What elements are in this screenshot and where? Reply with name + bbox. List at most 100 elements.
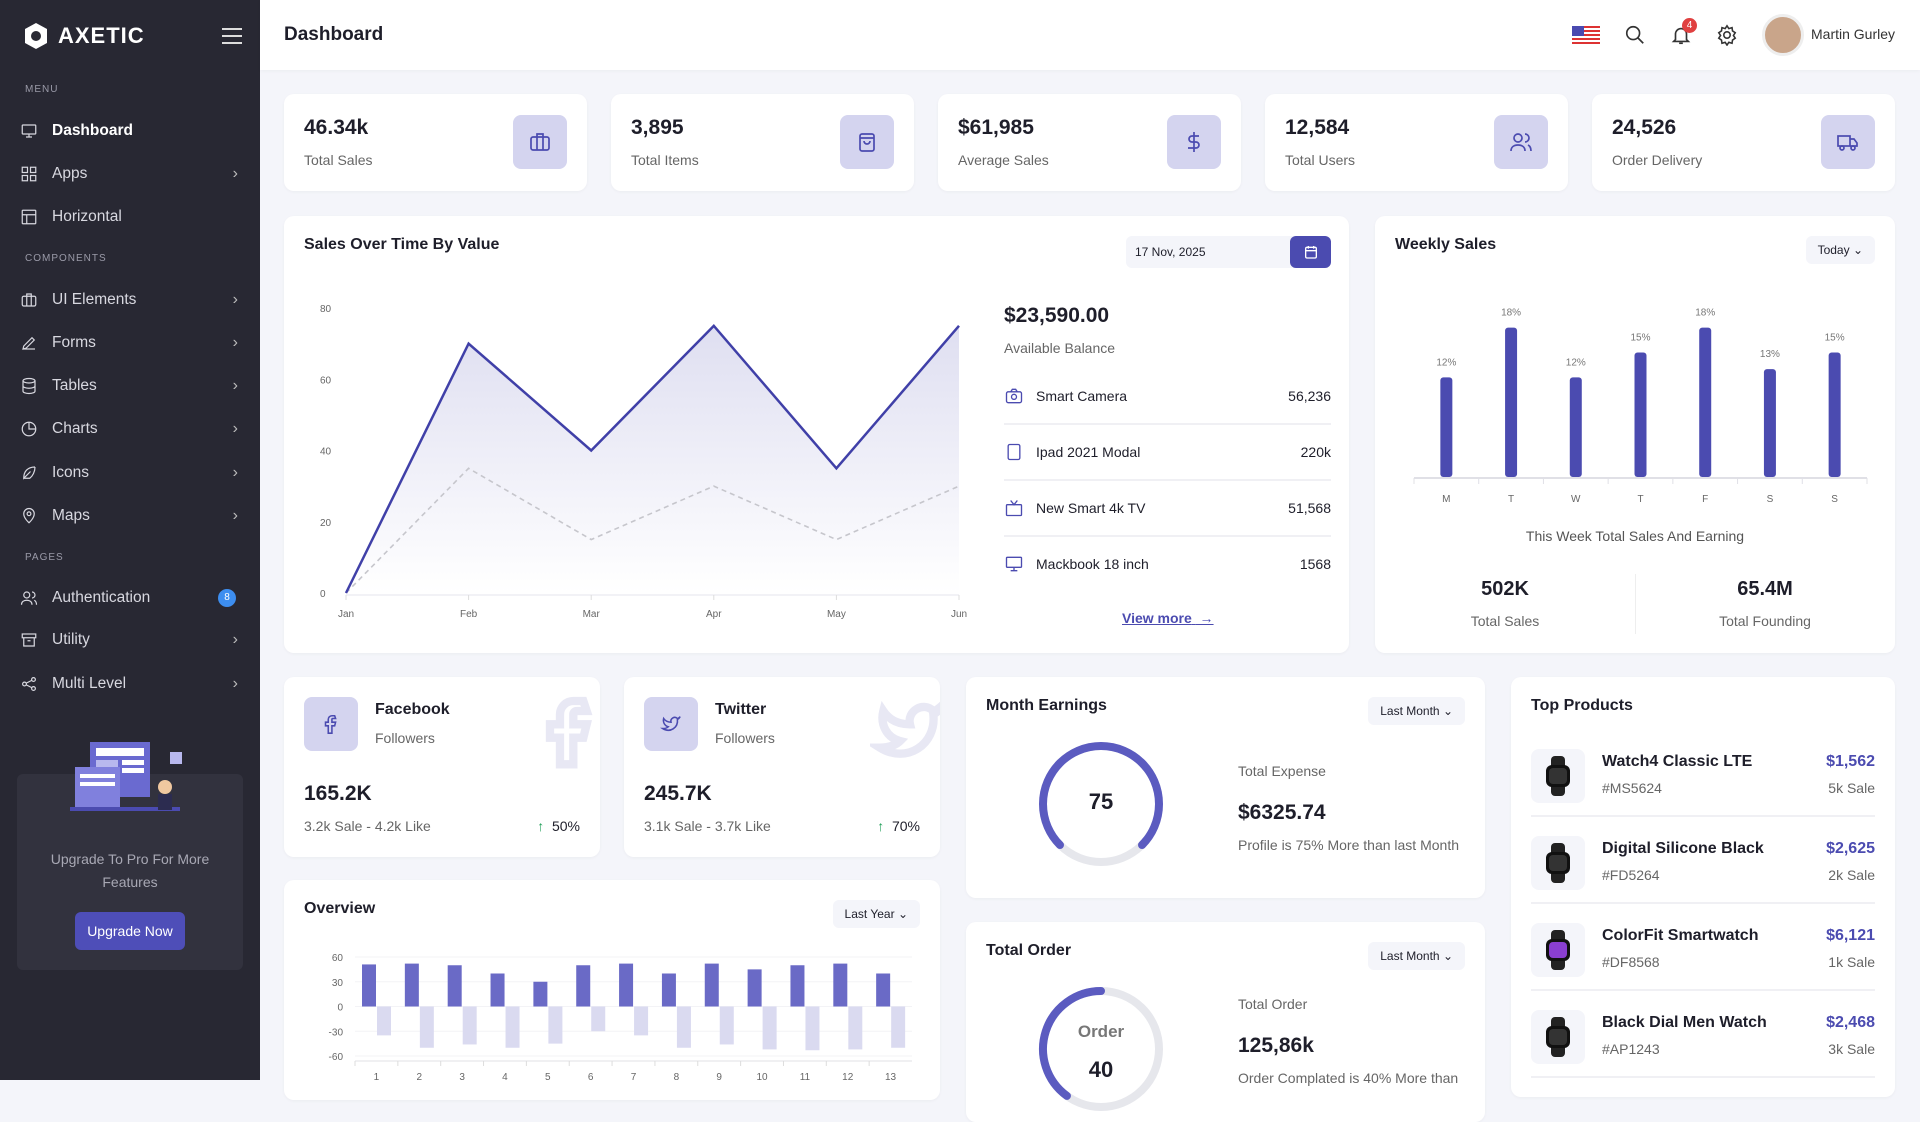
dollar-icon: [1182, 130, 1206, 154]
x-tick-label: M: [1442, 494, 1450, 505]
product-price: $6,121: [1826, 927, 1875, 945]
bar-data-label: 15%: [1825, 333, 1845, 344]
avatar[interactable]: [1762, 14, 1804, 56]
sidebar-item-charts[interactable]: Charts›: [20, 414, 242, 444]
share-icon: [20, 675, 38, 693]
sales-item: Ipad 2021 Modal 220k: [1004, 437, 1331, 467]
sidebar-item-dashboard[interactable]: Dashboard: [20, 116, 242, 146]
x-tick-label: Feb: [460, 609, 478, 620]
sidebar-item-label: Icons: [52, 464, 89, 482]
sidebar-item-ui-elements[interactable]: UI Elements ›: [20, 285, 242, 315]
sidebar-item-forms[interactable]: Forms›: [20, 328, 242, 358]
stat-icon-box: [1167, 115, 1221, 169]
bar-negative: [463, 1007, 477, 1045]
weekly-bar-chart: 12%M18%T12%W15%T18%F13%S15%S: [1375, 216, 1895, 516]
grid-icon: [20, 165, 38, 183]
bar: [1829, 353, 1841, 478]
database-icon: [20, 377, 38, 395]
section-label: COMPONENTS: [25, 253, 107, 264]
briefcase-icon: [20, 291, 38, 309]
item-value: 220k: [1301, 444, 1331, 460]
bar-positive: [833, 964, 847, 1007]
gear-icon[interactable]: [1716, 24, 1738, 46]
stat-value: $61,985: [958, 116, 1034, 140]
period-dropdown[interactable]: Last Month ⌄: [1368, 697, 1465, 725]
total-founding-value: 65.4M: [1635, 578, 1895, 601]
stat-icon-box: [1821, 115, 1875, 169]
y-tick-label: 30: [332, 978, 344, 989]
camera-icon: [1004, 386, 1024, 406]
sidebar-item-horizontal[interactable]: Horizontal: [20, 202, 242, 232]
period-dropdown[interactable]: Last Month ⌄: [1368, 942, 1465, 970]
item-name: Smart Camera: [1036, 388, 1127, 404]
bar-data-label: 15%: [1630, 333, 1650, 344]
stat-icon-box: [513, 115, 567, 169]
product-item[interactable]: Watch4 Classic LTE #MS5624 $1,562 5k Sal…: [1531, 749, 1875, 819]
total-founding-label: Total Founding: [1635, 613, 1895, 629]
chevron-right-icon: ›: [233, 377, 238, 395]
us-flag-icon[interactable]: [1572, 26, 1600, 45]
gauge-label: Order: [1021, 1022, 1181, 1042]
product-image: [1531, 1010, 1585, 1064]
layout-icon: [20, 208, 38, 226]
user-name[interactable]: Martin Gurley: [1811, 26, 1895, 42]
brand-name: AXETIC: [58, 23, 145, 49]
sidebar-item-icons[interactable]: Icons›: [20, 458, 242, 488]
sidebar-item-label: UI Elements: [52, 291, 136, 309]
sidebar-item-label: Dashboard: [52, 122, 133, 140]
stat-value: 24,526: [1612, 116, 1676, 140]
bar: [1764, 369, 1776, 477]
chevron-down-icon: ⌄: [1443, 949, 1453, 963]
bar-positive: [362, 964, 376, 1006]
chevron-right-icon: ›: [233, 291, 238, 309]
stat-label: Order Delivery: [1612, 152, 1702, 168]
growth-value: 50%: [552, 818, 580, 834]
product-item[interactable]: Digital Silicone Black #FD5264 $2,625 2k…: [1531, 836, 1875, 906]
watch-icon: [1541, 1017, 1575, 1057]
upgrade-now-button[interactable]: Upgrade Now: [75, 912, 185, 950]
bar-negative: [763, 1007, 777, 1050]
sidebar-item-apps[interactable]: Apps›: [20, 159, 242, 189]
order-label: Total Order: [1238, 996, 1307, 1012]
logo[interactable]: AXETIC: [24, 22, 145, 50]
sidebar-item-maps[interactable]: Maps›: [20, 501, 242, 531]
tablet-icon: [1004, 442, 1024, 462]
bar-negative: [634, 1007, 648, 1036]
date-input[interactable]: 17 Nov, 2025: [1126, 236, 1296, 268]
arrow-right-icon: →: [1196, 610, 1214, 626]
menu-toggle-icon[interactable]: [222, 28, 242, 44]
page-title: Dashboard: [284, 24, 383, 46]
bar: [1505, 328, 1517, 477]
product-item[interactable]: ColorFit Smartwatch #DF8568 $6,121 1k Sa…: [1531, 923, 1875, 993]
twitter-watermark-icon: [870, 691, 940, 771]
x-tick-label: Jan: [338, 609, 354, 620]
bar-positive: [576, 965, 590, 1006]
view-more-link[interactable]: View more →: [1122, 610, 1214, 626]
product-sales: 3k Sale: [1828, 1041, 1875, 1057]
product-sales: 1k Sale: [1828, 954, 1875, 970]
bar-negative: [377, 1007, 391, 1036]
sidebar-item-utility[interactable]: Utility›: [20, 625, 242, 655]
card-title: Total Order: [986, 942, 1071, 960]
stat-card: 24,526 Order Delivery: [1592, 94, 1895, 191]
item-name: Ipad 2021 Modal: [1036, 444, 1140, 460]
section-label: MENU: [25, 84, 58, 95]
order-note: Order Complated is 40% More than: [1238, 1070, 1458, 1086]
expense-note: Profile is 75% More than last Month: [1238, 837, 1459, 853]
search-icon[interactable]: [1624, 24, 1646, 46]
shopping-bag-icon: [855, 130, 879, 154]
bar: [1699, 328, 1711, 477]
x-tick-label: S: [1831, 494, 1838, 505]
calendar-button[interactable]: [1290, 236, 1331, 268]
sidebar-item-tables[interactable]: Tables›: [20, 371, 242, 401]
sidebar-item-label: Authentication: [52, 589, 150, 607]
x-tick-label: 13: [885, 1072, 897, 1083]
bar-positive: [790, 965, 804, 1006]
bar-positive: [491, 974, 505, 1007]
upgrade-text: Upgrade To Pro For More Features: [37, 848, 223, 894]
product-item[interactable]: Black Dial Men Watch #AP1243 $2,468 3k S…: [1531, 1010, 1875, 1080]
sidebar-item-multi-level[interactable]: Multi Level›: [20, 669, 242, 699]
